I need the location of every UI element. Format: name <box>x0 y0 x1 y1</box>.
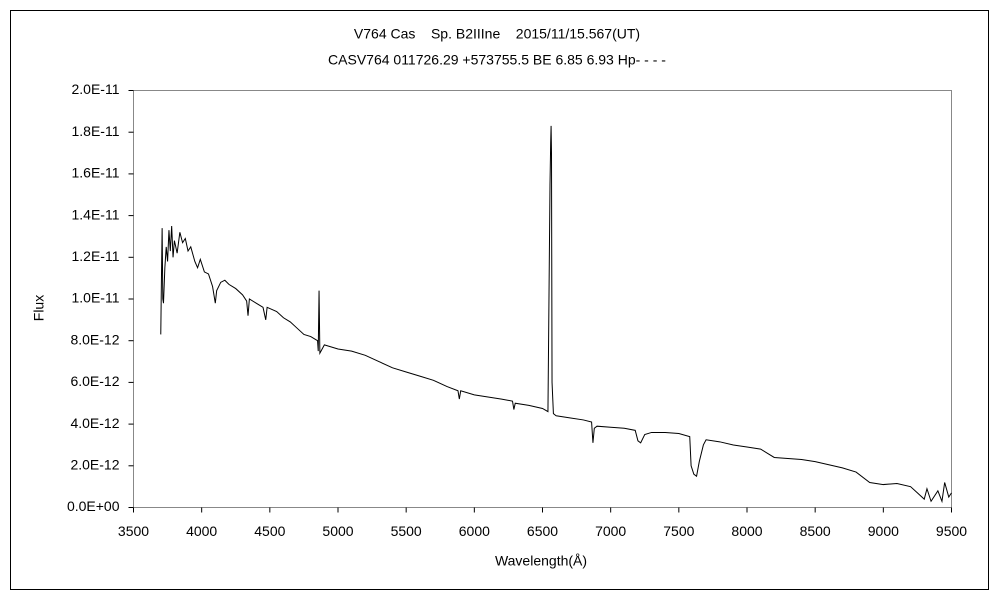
x-tick-label: 4000 <box>186 523 217 539</box>
x-tick-label: 7500 <box>663 523 694 539</box>
plot-frame <box>133 90 952 508</box>
x-tick-label: 5500 <box>391 523 422 539</box>
y-tick-label: 0.0E+00 <box>67 498 120 514</box>
x-axis-label: Wavelength(Å) <box>495 553 587 569</box>
x-tick-label: 4500 <box>254 523 285 539</box>
x-tick-label: 9500 <box>936 523 967 539</box>
y-tick-label: 1.4E-11 <box>72 206 120 222</box>
x-tick-label: 5000 <box>322 523 353 539</box>
x-tick-label: 9000 <box>868 523 899 539</box>
y-tick-label: 8.0E-12 <box>70 331 119 347</box>
y-tick-label: 6.0E-12 <box>70 373 119 389</box>
y-tick-label: 2.0E-11 <box>72 81 120 97</box>
chart-subtitle: CASV764 011726.29 +573755.5 BE 6.85 6.93… <box>328 52 666 68</box>
y-tick-label: 1.6E-11 <box>72 165 120 181</box>
chart-title: V764 Cas Sp. B2IIIne 2015/11/15.567(UT) <box>354 26 640 42</box>
y-tick-label: 1.2E-11 <box>72 248 120 264</box>
x-tick-label: 6000 <box>459 523 490 539</box>
y-tick-label: 2.0E-12 <box>70 457 119 473</box>
spectrum-line <box>160 125 952 504</box>
chart-frame <box>10 10 989 590</box>
x-tick-label: 7000 <box>595 523 626 539</box>
y-tick-label: 4.0E-12 <box>70 415 119 431</box>
y-axis-label: Flux <box>31 295 47 321</box>
y-tick-label: 1.8E-11 <box>72 123 120 139</box>
x-tick-label: 6500 <box>527 523 558 539</box>
x-tick-label: 8000 <box>731 523 762 539</box>
x-tick-label: 3500 <box>118 523 149 539</box>
x-tick-label: 8500 <box>800 523 831 539</box>
y-tick-label: 1.0E-11 <box>72 290 120 306</box>
